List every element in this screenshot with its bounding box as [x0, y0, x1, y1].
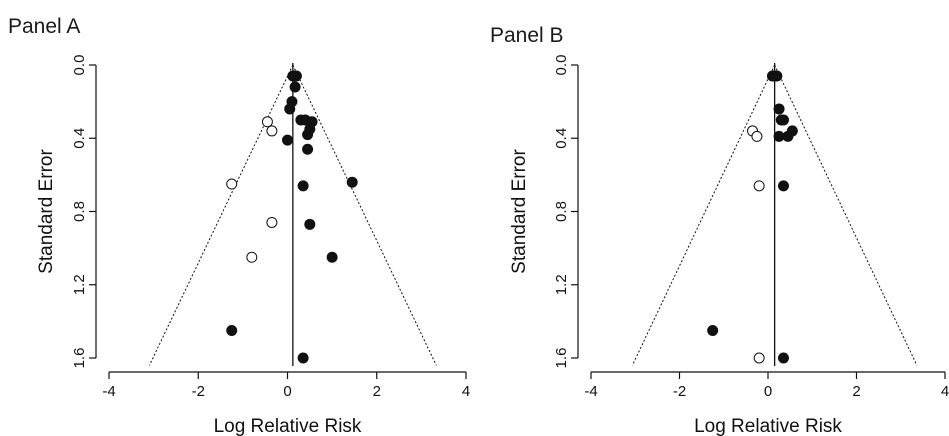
funnel-limit-lines: [631, 64, 918, 366]
study-point-observed: [777, 180, 789, 192]
y-tick-label: 0.8: [553, 201, 570, 222]
y-tick-label: 0.0: [553, 55, 570, 76]
study-point-observed: [707, 325, 719, 337]
x-axis-title: Log Relative Risk: [694, 416, 842, 436]
study-point-observed: [773, 103, 785, 115]
funnel-limit-lines: [148, 64, 437, 366]
x-tick-label: 2: [852, 383, 860, 400]
study-point-observed: [226, 325, 238, 337]
study-point-observed: [289, 81, 301, 93]
x-tick-label: -4: [584, 383, 597, 400]
x-axis-title: Log Relative Risk: [214, 416, 362, 436]
y-tick-label: 0.0: [71, 55, 88, 76]
y-tick-label: 0.4: [553, 128, 570, 149]
x-tick-label: 2: [373, 383, 381, 400]
study-point-observed: [771, 70, 783, 82]
y-tick-label: 1.6: [553, 348, 570, 369]
study-point-observed: [346, 176, 358, 188]
study-point-observed: [777, 352, 789, 364]
x-tick-label: 0: [283, 383, 291, 400]
study-point-imputed: [246, 251, 258, 263]
study-point-imputed: [751, 130, 763, 142]
y-tick-label: 1.2: [71, 274, 88, 295]
study-point-observed: [297, 180, 309, 192]
x-tick-label: -2: [673, 383, 686, 400]
y-axis-title: Standard Error: [36, 149, 57, 274]
study-point-observed: [282, 134, 293, 146]
panel-b: Panel B -4 -2 0 2 4 Log Relative Risk 0.0 0.4 0.…: [490, 24, 949, 436]
study-point-observed: [773, 130, 785, 142]
y-tick-label: 1.6: [71, 348, 88, 369]
panel-a-title: Panel A: [8, 15, 80, 38]
x-tick-label: -2: [192, 383, 205, 400]
study-point-observed: [304, 218, 316, 230]
x-tick-label: -4: [102, 383, 115, 400]
y-tick-label: 1.2: [553, 274, 570, 295]
panel-a: Panel A -4 -2 0 2 4 Log Relative Risk 0.0 0.4 0.…: [8, 15, 470, 436]
study-point-imputed: [753, 180, 765, 192]
study-point-observed: [326, 251, 338, 263]
study-point-imputed: [261, 116, 273, 128]
study-point-observed: [302, 129, 314, 141]
study-point-observed: [287, 70, 299, 82]
y-axis-title: Standard Error: [509, 149, 530, 274]
study-point-observed: [297, 352, 309, 364]
study-point-observed: [302, 143, 314, 155]
y-tick-label: 0.8: [71, 201, 88, 222]
panel-b-title: Panel B: [490, 24, 564, 47]
y-tick-label: 0.4: [71, 128, 88, 149]
study-point-imputed: [266, 125, 278, 137]
study-point-imputed: [753, 352, 765, 364]
x-tick-label: 4: [941, 383, 949, 400]
x-tick-label: 0: [764, 383, 772, 400]
study-point-observed: [777, 114, 789, 126]
study-point-observed: [284, 103, 296, 115]
study-point-imputed: [226, 178, 238, 190]
x-tick-label: 4: [462, 383, 470, 400]
study-point-imputed: [266, 216, 278, 228]
